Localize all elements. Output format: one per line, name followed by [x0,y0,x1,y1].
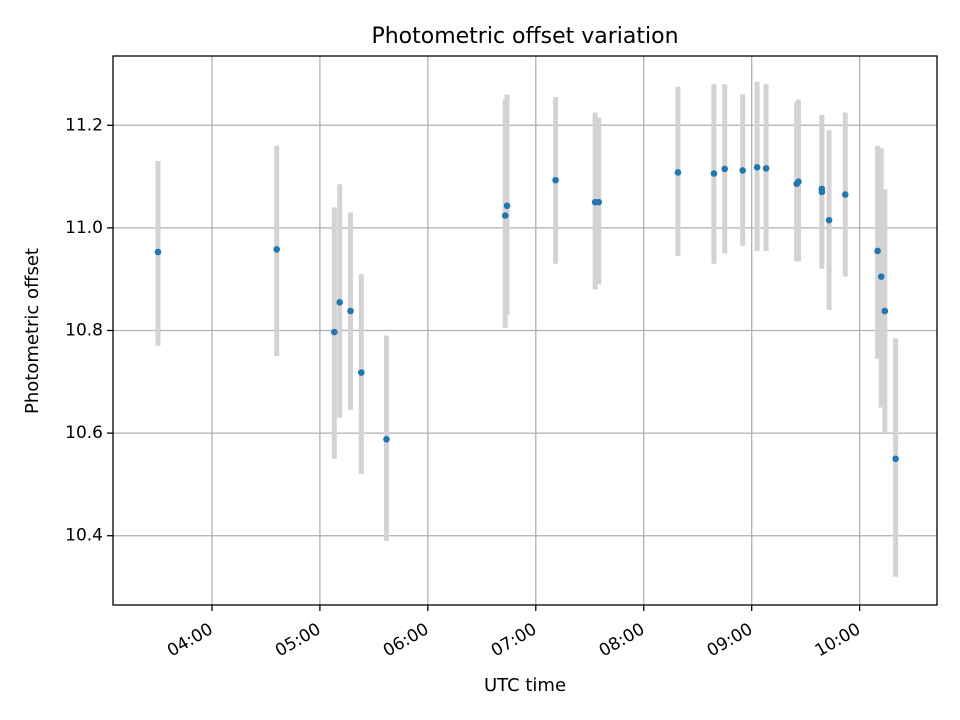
y-tick-label: 10.4 [65,526,103,546]
data-point [336,298,343,306]
x-tick-label: 07:00 [488,619,540,661]
data-point [674,169,682,176]
data-point [710,170,718,177]
data-point [877,273,885,280]
chart-title: Photometric offset variation [371,24,678,49]
data-point [330,328,338,336]
x-tick-label: 10:00 [812,619,864,661]
data-point [762,165,770,172]
data-point [825,216,833,224]
data-point [874,247,881,255]
point-layer [154,164,899,463]
data-point [892,455,899,463]
x-tick-label: 04:00 [164,619,216,661]
data-point [273,246,281,253]
data-point [347,307,354,315]
data-point [721,165,729,173]
data-point [739,167,746,174]
grid-layer [113,56,937,605]
x-tick-label: 08:00 [596,619,648,661]
x-tick-label: 06:00 [380,619,432,661]
y-tick-label: 11.0 [65,218,103,238]
data-point [818,185,826,193]
y-axis-label: Photometric offset [22,248,43,414]
x-tick-label: 05:00 [272,619,324,661]
data-point [595,198,603,206]
data-point [383,435,390,443]
data-point [753,164,761,171]
errorbar-layer [155,81,899,577]
data-point [841,191,849,198]
x-tick-label: 09:00 [704,619,756,661]
y-tick-label: 10.6 [65,423,103,443]
data-point [881,307,889,315]
data-point [501,212,509,219]
y-tick-label: 10.8 [65,321,103,341]
data-point [503,202,511,210]
x-axis-label: UTC time [484,675,566,696]
data-point [795,178,802,186]
data-point [154,248,162,256]
y-tick-label: 11.2 [65,115,103,135]
data-point [357,369,365,376]
data-point [552,176,559,184]
